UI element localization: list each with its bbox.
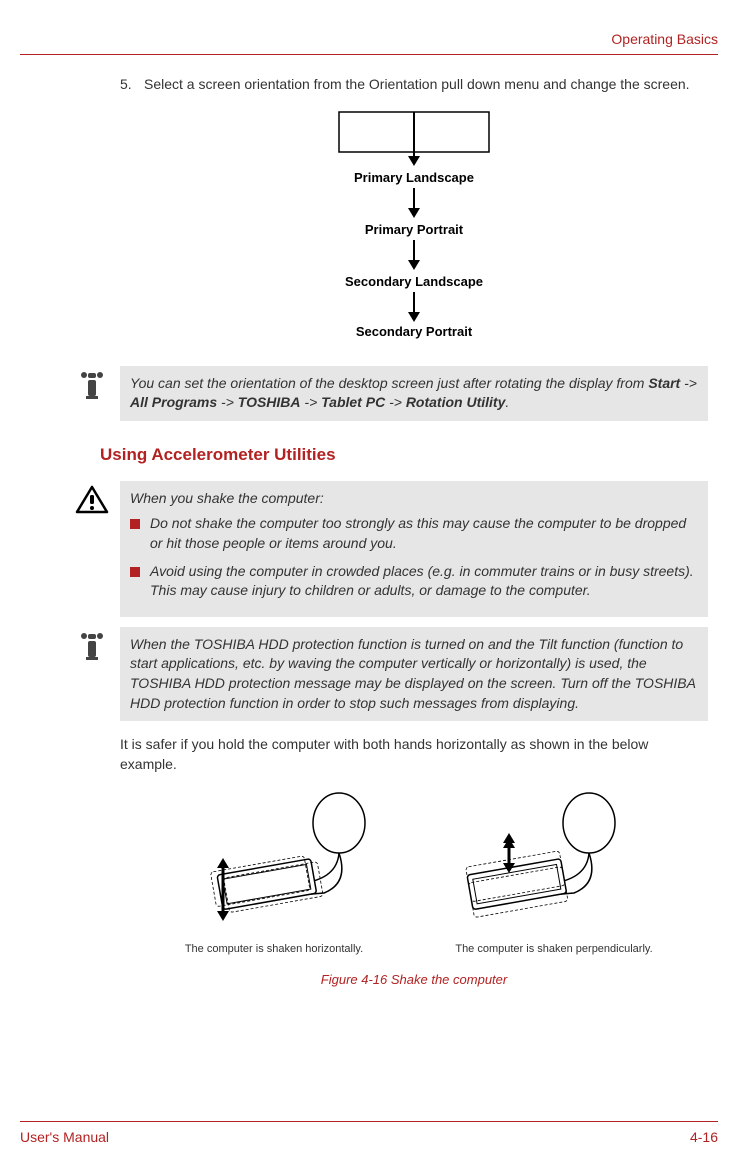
- step-text: Select a screen orientation from the Ori…: [144, 75, 708, 95]
- step-5: 5. Select a screen orientation from the …: [120, 75, 708, 95]
- page-footer: User's Manual 4-16: [20, 1121, 718, 1148]
- bullet-icon: [130, 519, 140, 529]
- step-number: 5.: [120, 75, 144, 95]
- note1-path-4: Rotation Utility: [406, 394, 506, 410]
- footer-right: 4-16: [690, 1128, 718, 1148]
- note1-pre: You can set the orientation of the deskt…: [130, 375, 648, 391]
- section-heading: Using Accelerometer Utilities: [100, 443, 708, 467]
- warning-note: When you shake the computer: Do not shak…: [64, 481, 708, 617]
- warning-item-1: Avoid using the computer in crowded plac…: [130, 562, 698, 601]
- info-icon: [64, 627, 120, 661]
- info-note-1: You can set the orientation of the deskt…: [64, 366, 708, 421]
- info-icon: [64, 366, 120, 400]
- figure-caption-right: The computer is shaken perpendicularly.: [439, 942, 669, 957]
- info-note-2-body: When the TOSHIBA HDD protection function…: [120, 627, 708, 721]
- bullet-icon: [130, 567, 140, 577]
- chapter-title: Operating Basics: [20, 30, 718, 50]
- note1-path-2: TOSHIBA: [238, 394, 301, 410]
- figure-left: [189, 788, 389, 934]
- diagram-label-3: Secondary Portrait: [356, 324, 473, 339]
- note1-path-1: All Programs: [130, 394, 217, 410]
- note1-path-3: Tablet PC: [321, 394, 385, 410]
- figure-caption-left: The computer is shaken horizontally.: [159, 942, 389, 957]
- diagram-label-1: Primary Portrait: [365, 222, 464, 237]
- note1-sep-2: ->: [301, 394, 322, 410]
- note1-path-0: Start: [648, 375, 680, 391]
- footer-left: User's Manual: [20, 1128, 109, 1148]
- figure-captions: The computer is shaken horizontally. The…: [120, 942, 708, 957]
- header-rule: [20, 54, 718, 55]
- warning-icon: [64, 481, 120, 515]
- note1-sep-3: ->: [385, 394, 406, 410]
- warning-item-0: Do not shake the computer too strongly a…: [130, 514, 698, 553]
- warning-intro: When you shake the computer:: [130, 489, 698, 509]
- info-note-1-body: You can set the orientation of the deskt…: [120, 366, 708, 421]
- diagram-label-2: Secondary Landscape: [345, 274, 483, 289]
- diagram-label-0: Primary Landscape: [354, 170, 474, 185]
- note1-sep-1: ->: [217, 394, 238, 410]
- info-note-2: When the TOSHIBA HDD protection function…: [64, 627, 708, 721]
- figure-row: [120, 788, 708, 934]
- body-paragraph: It is safer if you hold the computer wit…: [120, 735, 708, 774]
- warning-body: When you shake the computer: Do not shak…: [120, 481, 708, 617]
- note1-sep-0: ->: [680, 375, 697, 391]
- orientation-flow-diagram: Primary Landscape Primary Portrait Secon…: [120, 110, 708, 346]
- figure-title: Figure 4-16 Shake the computer: [120, 971, 708, 989]
- figure-right: [439, 788, 639, 934]
